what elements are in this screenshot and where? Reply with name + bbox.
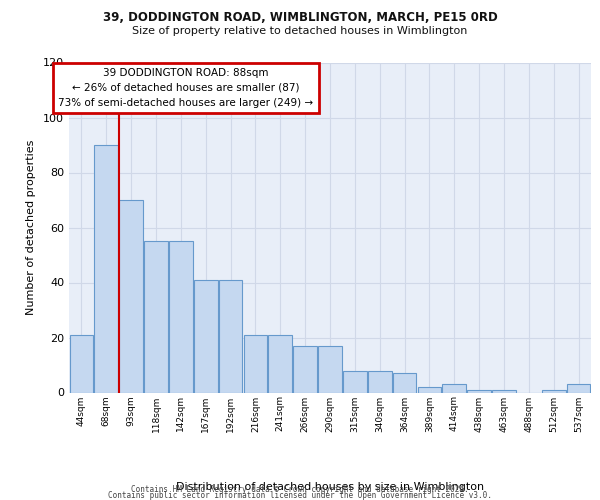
Bar — [293, 346, 317, 393]
Bar — [268, 335, 292, 392]
Bar — [219, 280, 242, 392]
Y-axis label: Number of detached properties: Number of detached properties — [26, 140, 36, 315]
Bar — [343, 370, 367, 392]
X-axis label: Distribution of detached houses by size in Wimblington: Distribution of detached houses by size … — [176, 482, 484, 492]
Bar — [442, 384, 466, 392]
Bar — [542, 390, 566, 392]
Bar — [567, 384, 590, 392]
Text: 39, DODDINGTON ROAD, WIMBLINGTON, MARCH, PE15 0RD: 39, DODDINGTON ROAD, WIMBLINGTON, MARCH,… — [103, 11, 497, 24]
Bar — [94, 145, 118, 392]
Bar — [119, 200, 143, 392]
Text: 39 DODDINGTON ROAD: 88sqm
← 26% of detached houses are smaller (87)
73% of semi-: 39 DODDINGTON ROAD: 88sqm ← 26% of detac… — [58, 68, 313, 108]
Bar — [194, 280, 218, 392]
Bar — [144, 242, 168, 392]
Bar — [393, 373, 416, 392]
Bar — [418, 387, 441, 392]
Bar — [368, 370, 392, 392]
Bar — [467, 390, 491, 392]
Bar — [70, 335, 93, 392]
Text: Contains HM Land Registry data © Crown copyright and database right 2024.: Contains HM Land Registry data © Crown c… — [131, 484, 469, 494]
Bar — [492, 390, 516, 392]
Bar — [318, 346, 342, 393]
Bar — [169, 242, 193, 392]
Bar — [244, 335, 267, 392]
Text: Contains public sector information licensed under the Open Government Licence v3: Contains public sector information licen… — [108, 491, 492, 500]
Text: Size of property relative to detached houses in Wimblington: Size of property relative to detached ho… — [133, 26, 467, 36]
